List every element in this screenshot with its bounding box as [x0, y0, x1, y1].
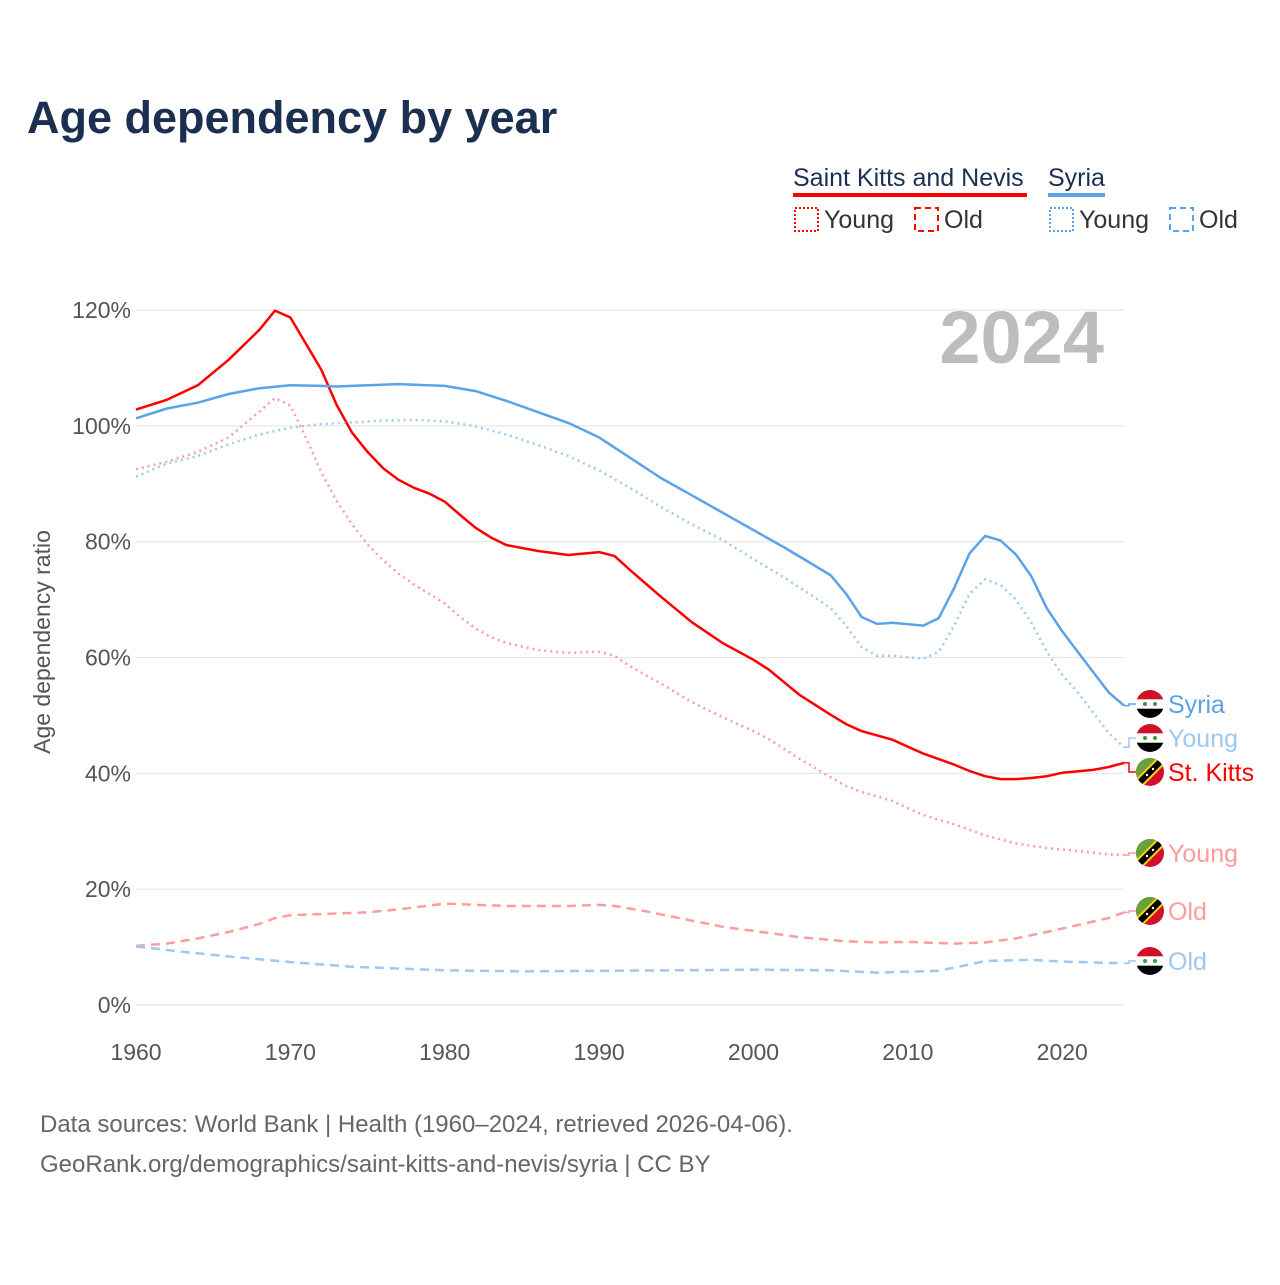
syria-flag-icon: [1136, 724, 1164, 752]
series-end-label: Old: [1168, 898, 1207, 926]
series-end-label: Young: [1168, 725, 1238, 753]
legend-skn-young[interactable]: Young: [824, 206, 894, 234]
label-connector: [1124, 762, 1136, 773]
legend-skn-young-swatch[interactable]: [794, 207, 819, 232]
footer-link[interactable]: GeoRank.org/demographics/saint-kitts-and…: [40, 1151, 711, 1178]
legend-syria-old-swatch[interactable]: [1169, 207, 1194, 232]
legend-group-skn[interactable]: Saint Kitts and Nevis: [793, 164, 1024, 192]
label-connector: [1124, 703, 1136, 707]
y-tick-label: 0%: [98, 992, 131, 1018]
chart-title: Age dependency by year: [27, 92, 557, 143]
x-tick-label: 1960: [110, 1039, 161, 1065]
y-tick-label: 20%: [85, 876, 131, 902]
legend-syria-underline: [1048, 193, 1105, 197]
y-tick-label: 100%: [72, 413, 131, 439]
syria-flag-icon: [1136, 947, 1164, 975]
y-tick-label: 60%: [85, 645, 131, 671]
series-end-label: Syria: [1168, 691, 1225, 719]
x-tick-label: 1990: [574, 1039, 625, 1065]
series-line-syria-old[interactable]: [135, 945, 1125, 974]
series-line-saint-kitts-and-nevis[interactable]: [135, 309, 1125, 781]
series-end-label: St. Kitts: [1168, 759, 1254, 787]
saint-kitts-flag-icon: [1136, 839, 1164, 867]
legend-syria-young-swatch[interactable]: [1049, 207, 1074, 232]
series-line-saint-kitts-and-nevis-young[interactable]: [135, 396, 1125, 857]
legend-group-syria[interactable]: Syria: [1048, 164, 1105, 192]
label-connector: [1124, 737, 1136, 749]
y-tick-label: 40%: [85, 760, 131, 786]
y-axis-label: Age dependency ratio: [29, 530, 55, 754]
legend-skn-old-swatch[interactable]: [914, 207, 939, 232]
series-end-label: Old: [1168, 948, 1207, 976]
x-tick-label: 1970: [265, 1039, 316, 1065]
saint-kitts-flag-icon: [1136, 897, 1164, 925]
x-tick-label: 2000: [728, 1039, 779, 1065]
series-line-saint-kitts-and-nevis-old[interactable]: [135, 902, 1125, 948]
legend-skn-underline: [793, 193, 1027, 197]
label-connector: [1124, 910, 1136, 914]
legend-syria-young[interactable]: Young: [1079, 206, 1149, 234]
label-connector: [1124, 852, 1136, 856]
series-end-label: Young: [1168, 840, 1238, 868]
series-line-syria[interactable]: [135, 382, 1125, 707]
legend-syria-old[interactable]: Old: [1199, 206, 1238, 234]
legend: Saint Kitts and Nevis Young Old Syria Yo…: [793, 164, 1238, 234]
syria-flag-icon: [1136, 690, 1164, 718]
x-tick-label: 2020: [1037, 1039, 1088, 1065]
series-line-syria-young[interactable]: [135, 418, 1125, 749]
x-tick-label: 2010: [882, 1039, 933, 1065]
y-tick-label: 120%: [72, 297, 131, 323]
legend-skn-old[interactable]: Old: [944, 206, 983, 234]
year-watermark: 2024: [939, 296, 1104, 379]
label-connector: [1124, 960, 1136, 965]
footer-sources: Data sources: World Bank | Health (1960–…: [40, 1111, 793, 1138]
saint-kitts-flag-icon: [1136, 758, 1164, 786]
y-tick-label: 80%: [85, 529, 131, 555]
x-tick-label: 1980: [419, 1039, 470, 1065]
